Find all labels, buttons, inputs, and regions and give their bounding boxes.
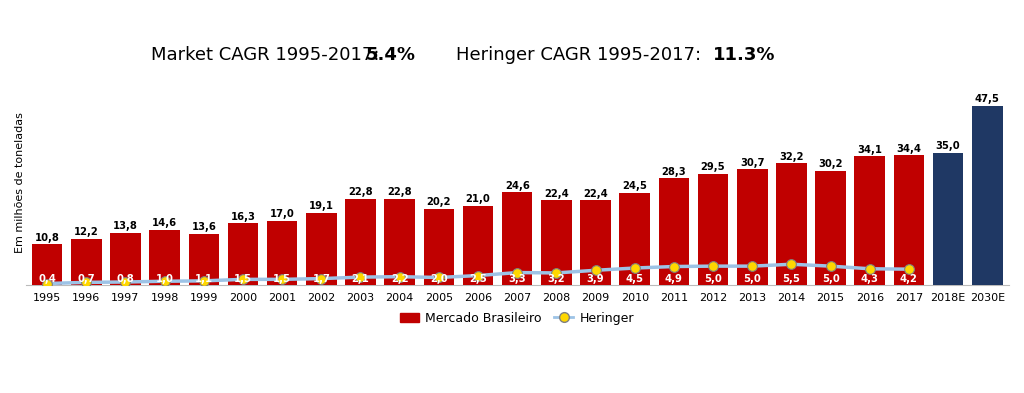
Text: 22,8: 22,8: [387, 187, 412, 197]
Bar: [150, 230, 180, 285]
Text: 29,5: 29,5: [700, 162, 725, 172]
Text: 20,2: 20,2: [427, 197, 452, 207]
Text: 2,1: 2,1: [351, 274, 370, 284]
Text: 24,5: 24,5: [623, 181, 647, 191]
Text: 4,3: 4,3: [861, 274, 879, 284]
Text: 5.4%: 5.4%: [366, 46, 416, 64]
Bar: [463, 206, 494, 285]
Text: 22,4: 22,4: [583, 189, 608, 199]
Text: 32,2: 32,2: [779, 152, 804, 162]
Bar: [502, 192, 532, 285]
Bar: [384, 199, 415, 285]
Text: 2,5: 2,5: [469, 274, 486, 284]
Text: 17,0: 17,0: [269, 209, 295, 219]
Bar: [188, 234, 219, 285]
Text: 0,7: 0,7: [78, 274, 95, 284]
Bar: [972, 106, 1002, 285]
Text: 21,0: 21,0: [466, 194, 490, 204]
Bar: [776, 163, 807, 285]
Text: 19,1: 19,1: [309, 201, 334, 211]
Text: 28,3: 28,3: [662, 167, 686, 176]
Text: 11.3%: 11.3%: [713, 46, 775, 64]
Bar: [345, 199, 376, 285]
Text: 35,0: 35,0: [936, 141, 961, 151]
Text: 13,6: 13,6: [191, 222, 216, 232]
Text: 3,9: 3,9: [587, 274, 604, 284]
Text: 30,7: 30,7: [740, 158, 765, 167]
Text: 12,2: 12,2: [74, 228, 98, 237]
Bar: [111, 233, 140, 285]
Text: 4,9: 4,9: [665, 274, 683, 284]
Text: 34,4: 34,4: [896, 143, 922, 154]
Text: 4,2: 4,2: [900, 274, 918, 284]
Text: 0,4: 0,4: [38, 274, 56, 284]
Text: 3,2: 3,2: [548, 274, 565, 284]
Bar: [227, 224, 258, 285]
Bar: [933, 153, 964, 285]
Text: 22,8: 22,8: [348, 187, 373, 197]
Bar: [32, 244, 62, 285]
Text: 47,5: 47,5: [975, 94, 999, 104]
Text: 1,1: 1,1: [195, 274, 213, 284]
Text: 22,4: 22,4: [544, 189, 568, 199]
Bar: [541, 200, 571, 285]
Bar: [815, 171, 846, 285]
Bar: [658, 178, 689, 285]
Bar: [581, 200, 611, 285]
Text: 1,5: 1,5: [233, 274, 252, 284]
Text: Market CAGR 1995-2017:: Market CAGR 1995-2017:: [151, 46, 385, 64]
Text: 10,8: 10,8: [35, 233, 59, 243]
Text: 5,0: 5,0: [705, 274, 722, 284]
Text: Heringer CAGR 1995-2017:: Heringer CAGR 1995-2017:: [456, 46, 707, 64]
Text: 3,3: 3,3: [508, 274, 526, 284]
Text: 1,0: 1,0: [156, 274, 173, 284]
Bar: [737, 169, 768, 285]
Text: 2,0: 2,0: [430, 274, 447, 284]
Text: 1,5: 1,5: [273, 274, 291, 284]
Text: 5,5: 5,5: [782, 274, 801, 284]
Bar: [71, 239, 101, 285]
Text: 5,0: 5,0: [743, 274, 761, 284]
Bar: [267, 221, 297, 285]
Y-axis label: Em milhões de toneladas: Em milhões de toneladas: [15, 113, 25, 253]
Text: 24,6: 24,6: [505, 181, 529, 191]
Text: 30,2: 30,2: [818, 160, 843, 169]
Text: 5,0: 5,0: [821, 274, 840, 284]
Bar: [306, 213, 337, 285]
Bar: [697, 174, 728, 285]
Text: 1,7: 1,7: [312, 274, 331, 284]
Text: 0,8: 0,8: [117, 274, 134, 284]
Text: 14,6: 14,6: [152, 219, 177, 228]
Bar: [894, 155, 925, 285]
Text: 34,1: 34,1: [857, 145, 883, 155]
Text: 4,5: 4,5: [626, 274, 644, 284]
Text: 13,8: 13,8: [113, 221, 138, 231]
Text: 16,3: 16,3: [230, 212, 255, 222]
Bar: [620, 193, 650, 285]
Text: 2,2: 2,2: [391, 274, 409, 284]
Bar: [854, 156, 885, 285]
Legend: Mercado Brasileiro, Heringer: Mercado Brasileiro, Heringer: [395, 307, 639, 330]
Bar: [424, 209, 454, 285]
